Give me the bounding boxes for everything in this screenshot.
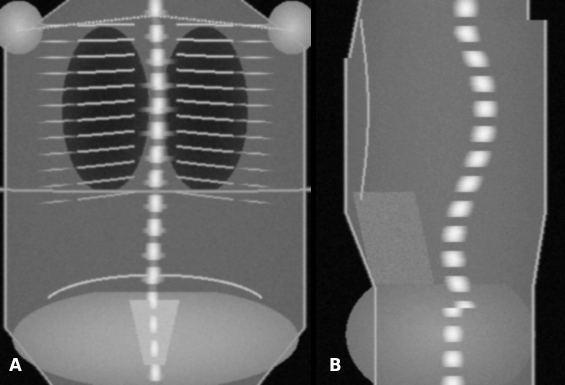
Text: A: A	[9, 357, 22, 375]
Text: B: B	[329, 357, 341, 375]
